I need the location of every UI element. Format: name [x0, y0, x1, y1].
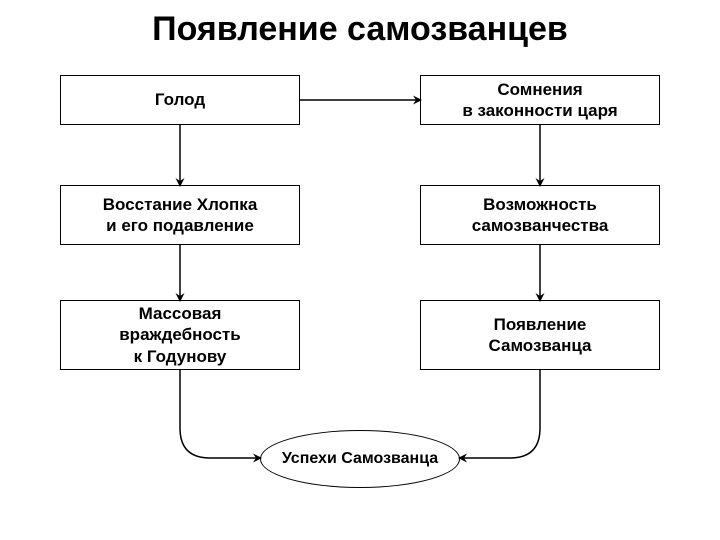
- node-appearance: ПоявлениеСамозванца: [420, 300, 660, 370]
- node-uprising: Восстание Хлопкаи его подавление: [60, 185, 300, 245]
- page-title: Появление самозванцев: [0, 10, 720, 49]
- edge-appearance-to-success: [460, 370, 540, 458]
- edge-hostility-to-success: [180, 370, 260, 458]
- node-hostility: Массоваявраждебностьк Годунову: [60, 300, 300, 370]
- node-success: Успехи Самозванца: [260, 430, 460, 488]
- node-possibility: Возможностьсамозванчества: [420, 185, 660, 245]
- node-hunger: Голод: [60, 75, 300, 125]
- node-doubts: Сомненияв законности царя: [420, 75, 660, 125]
